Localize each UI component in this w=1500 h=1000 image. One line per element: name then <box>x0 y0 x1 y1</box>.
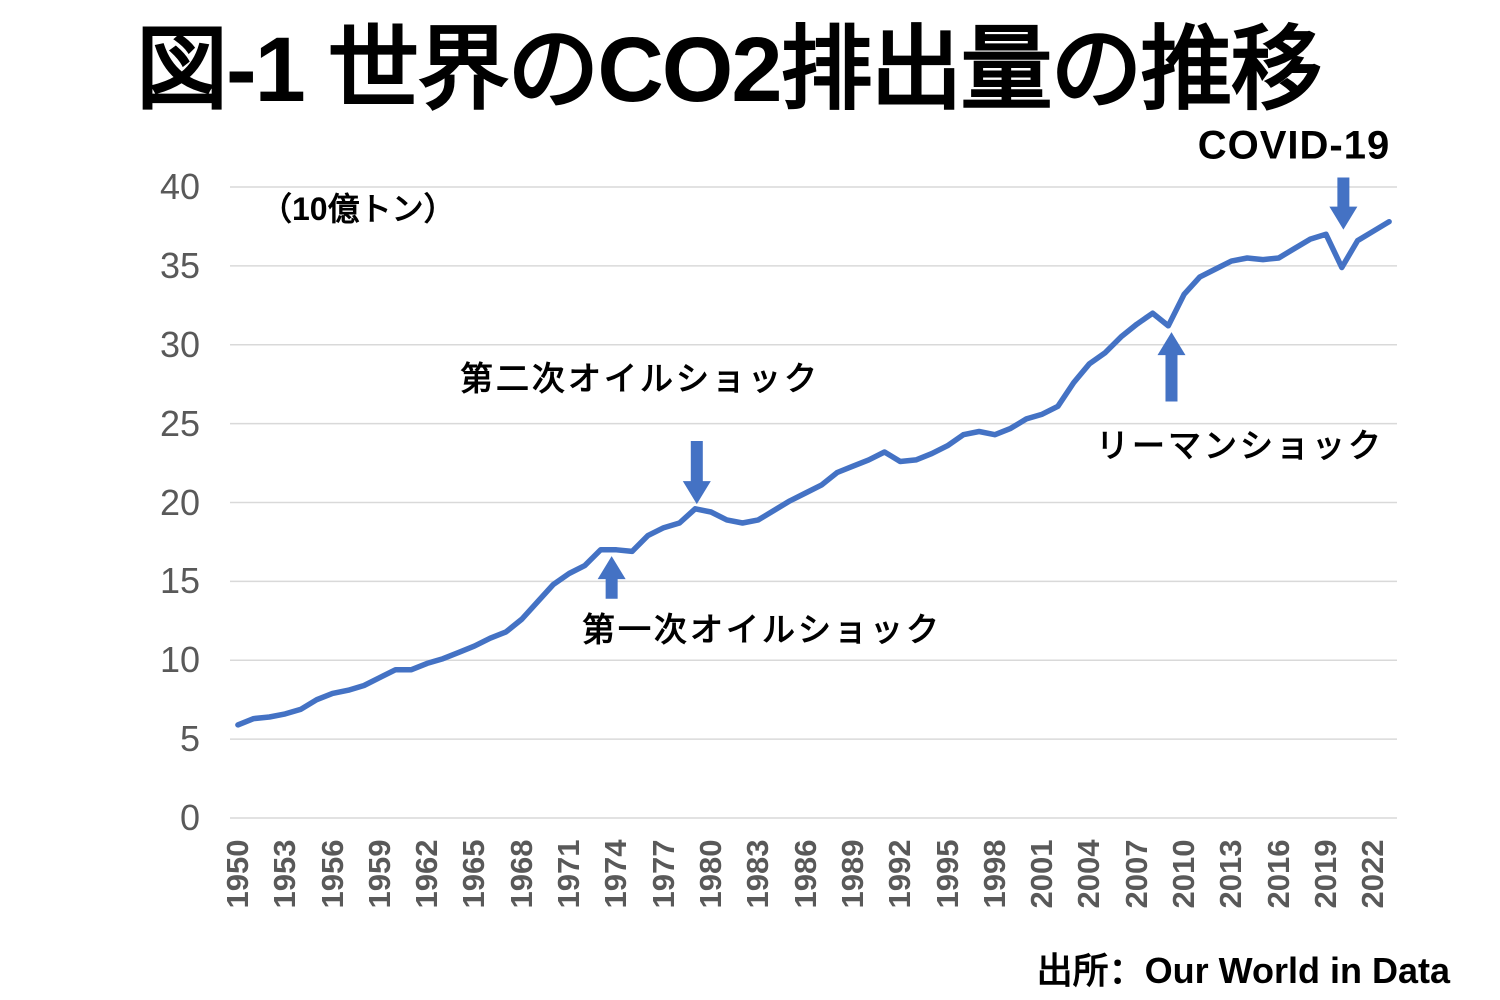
source-credit: 出所：Our World in Data <box>1036 950 1450 991</box>
first-oil-shock-label: 第一次オイルショック <box>582 611 942 648</box>
emissions-line <box>235 218 1392 728</box>
x-tick-2010: 2010 <box>1166 839 1202 909</box>
y-tick-25: 25 <box>159 402 200 444</box>
x-tick-2019: 2019 <box>1308 839 1344 909</box>
covid-19-arrow <box>1329 177 1358 230</box>
x-tick-1995: 1995 <box>929 839 965 909</box>
x-tick-2004: 2004 <box>1071 839 1107 909</box>
x-tick-2022: 2022 <box>1355 839 1391 909</box>
y-tick-35: 35 <box>159 244 200 286</box>
x-tick-1998: 1998 <box>976 839 1012 909</box>
x-tick-1965: 1965 <box>456 839 492 909</box>
chart-title: 図-1 世界のCO2排出量の推移 <box>136 19 1323 121</box>
x-tick-1962: 1962 <box>409 839 445 909</box>
lehman-shock-label: リーマンショック <box>1096 427 1384 464</box>
x-tick-1968: 1968 <box>503 839 539 909</box>
x-tick-1974: 1974 <box>598 839 634 909</box>
x-tick-2013: 2013 <box>1213 839 1249 909</box>
x-tick-1980: 1980 <box>692 839 728 909</box>
lehman-shock-arrow <box>1157 332 1186 402</box>
y-tick-15: 15 <box>159 560 200 602</box>
y-tick-5: 5 <box>179 718 200 760</box>
x-tick-2016: 2016 <box>1260 839 1296 909</box>
x-tick-1953: 1953 <box>267 839 303 909</box>
x-tick-1950: 1950 <box>219 839 255 909</box>
x-tick-1971: 1971 <box>551 839 587 909</box>
covid-19-label: COVID-19 <box>1197 123 1391 168</box>
y-axis-unit-label: （10億トン） <box>260 191 456 227</box>
y-tick-10: 10 <box>159 639 200 681</box>
x-tick-2001: 2001 <box>1024 839 1060 909</box>
x-tick-1977: 1977 <box>645 839 681 909</box>
x-tick-1986: 1986 <box>787 839 823 909</box>
x-tick-1989: 1989 <box>834 839 870 909</box>
x-tick-1983: 1983 <box>740 839 776 909</box>
x-tick-1959: 1959 <box>361 839 397 909</box>
y-tick-30: 30 <box>159 323 200 365</box>
y-tick-40: 40 <box>159 166 200 207</box>
x-tick-1992: 1992 <box>882 839 918 909</box>
y-tick-0: 0 <box>179 797 200 838</box>
y-tick-20: 20 <box>159 481 200 523</box>
second-oil-shock-label: 第二次オイルショック <box>460 360 820 397</box>
second-oil-shock-arrow <box>682 440 711 505</box>
first-oil-shock-arrow <box>597 556 626 599</box>
x-tick-2007: 2007 <box>1118 839 1154 909</box>
x-tick-1956: 1956 <box>314 839 350 909</box>
